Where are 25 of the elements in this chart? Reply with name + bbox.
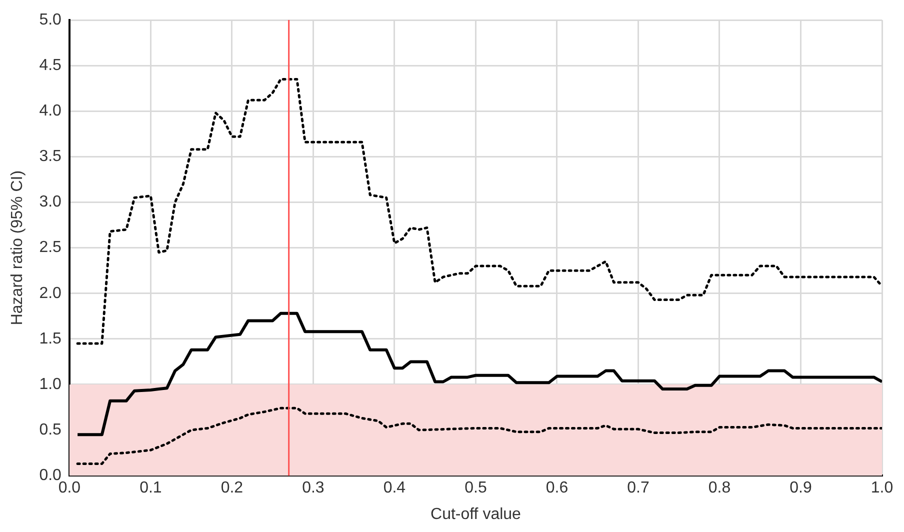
x-tick-label: 0.7 [627,480,650,497]
x-axis-title: Cut-off value [430,506,522,523]
y-tick-label: 0.5 [39,421,62,438]
x-tick-label: 0.1 [140,480,162,497]
x-tick-label: 0.0 [58,480,81,497]
x-tick-label: 0.4 [383,480,406,497]
x-tick-label: 0.8 [708,480,731,497]
x-tick-label: 0.6 [546,480,568,497]
y-tick-label: 4.5 [39,56,62,74]
y-tick-label: 1.0 [39,376,62,393]
x-tick-label: 1.0 [870,480,894,497]
y-tick-label: 1.5 [39,330,62,348]
line-series [76,78,882,345]
x-tick-label: 0.2 [220,480,244,497]
y-tick-label: 4.0 [39,102,62,120]
y-tick-label: 2.0 [39,284,62,302]
line-series [76,406,882,466]
y-tick-label: 2.5 [39,239,62,256]
x-tick-label: 0.5 [464,480,487,497]
x-tick-label: 0.9 [790,480,812,497]
y-tick-label: 3.5 [39,148,62,166]
y-axis-title: Hazard ratio (95% CI) [9,170,26,326]
x-tick-label: 0.3 [302,480,324,497]
y-tick-label: 3.0 [39,194,62,211]
y-tick-label: 5.0 [39,11,62,28]
